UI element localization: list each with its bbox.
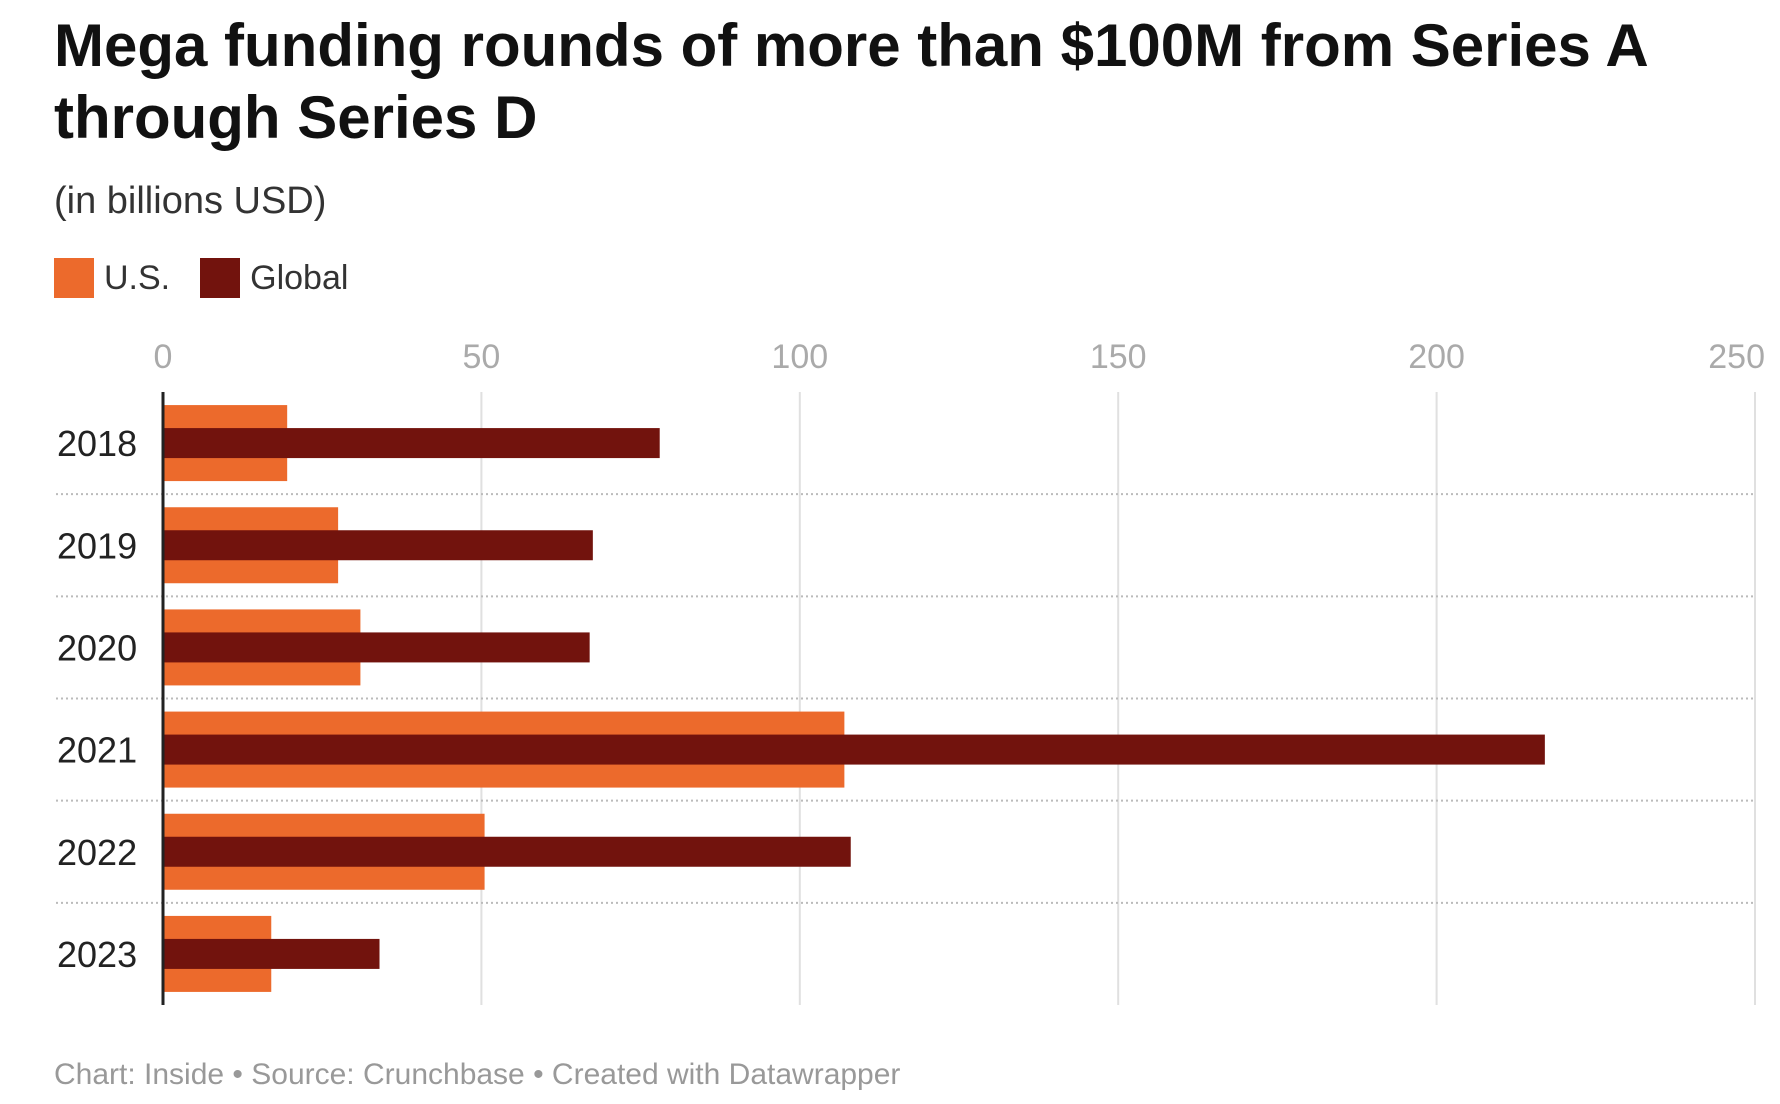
bar-global-2020 <box>163 632 590 663</box>
bar-global-2019 <box>163 530 593 561</box>
legend-swatch-global <box>200 258 241 298</box>
category-label: 2020 <box>57 627 137 668</box>
category-label: 2018 <box>57 423 137 464</box>
x-tick-label: 100 <box>771 338 828 376</box>
x-tick-label: 50 <box>462 338 500 376</box>
chart-title: Mega funding rounds of more than $100M f… <box>54 12 1647 151</box>
bar-global-2022 <box>163 836 851 867</box>
chart-footer: Chart: Inside • Source: Crunchbase • Cre… <box>54 1058 901 1091</box>
x-tick-label: 150 <box>1090 338 1147 376</box>
legend-label-us: U.S. <box>104 258 171 297</box>
x-tick-label: 250 <box>1708 338 1765 376</box>
category-label: 2023 <box>57 934 137 975</box>
bar-global-2018 <box>163 428 660 459</box>
x-tick-label: 200 <box>1408 338 1465 376</box>
chart-subtitle: (in billions USD) <box>54 180 327 222</box>
legend-label-global: Global <box>250 258 349 297</box>
legend-swatch-us <box>54 258 94 298</box>
legend-item-global: Global <box>200 258 348 298</box>
legend: U.S. Global <box>54 258 378 298</box>
x-tick-label: 0 <box>154 338 173 376</box>
bar-global-2023 <box>163 938 380 969</box>
category-label: 2019 <box>57 525 137 566</box>
bar-global-2021 <box>163 734 1545 765</box>
category-label: 2022 <box>57 832 137 873</box>
legend-item-us: U.S. <box>54 258 170 298</box>
category-label: 2021 <box>57 730 137 771</box>
